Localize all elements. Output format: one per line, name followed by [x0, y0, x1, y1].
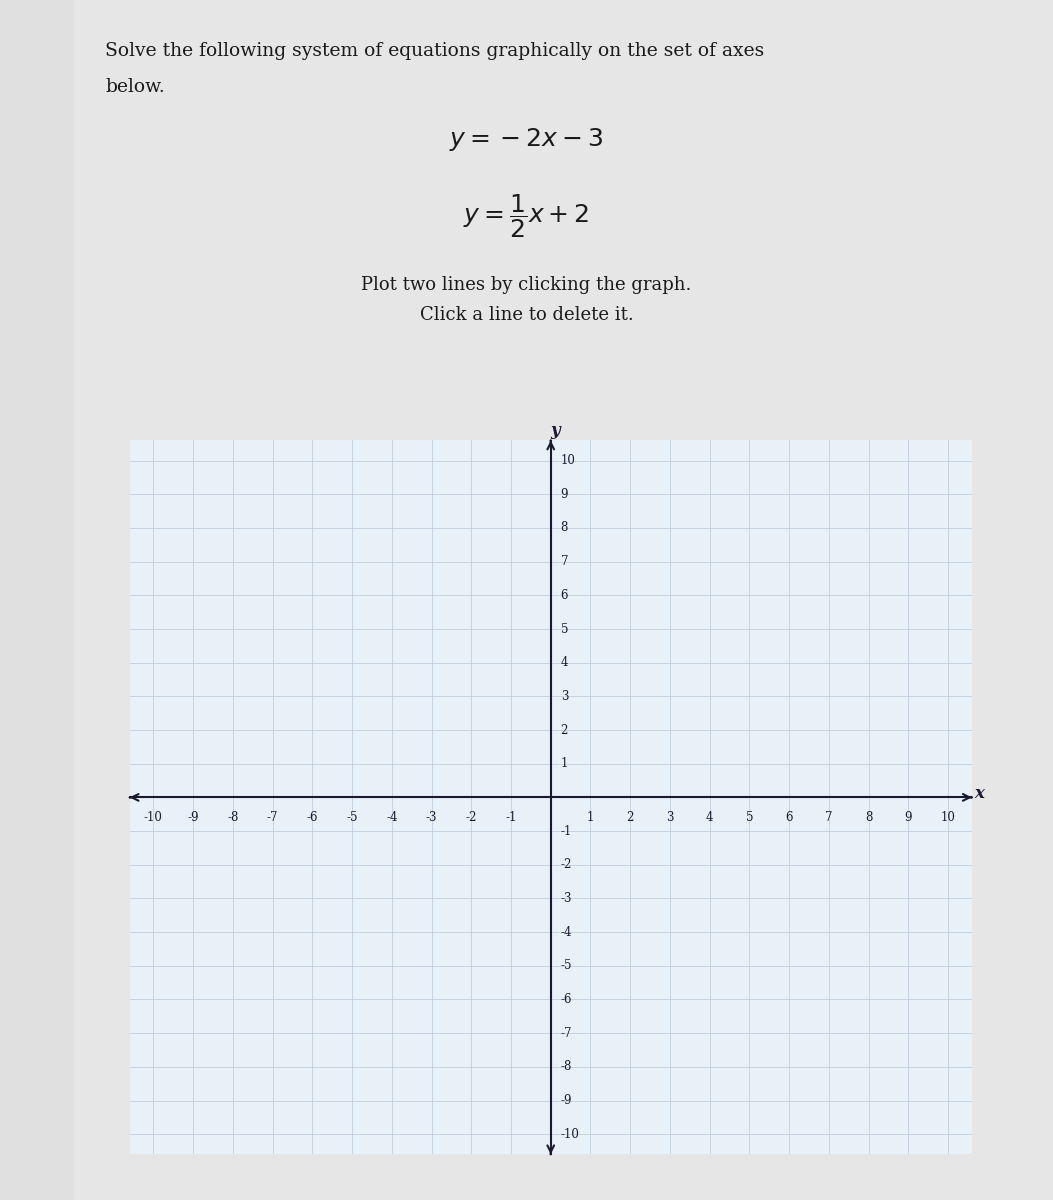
Text: 3: 3 [667, 811, 674, 824]
Text: 10: 10 [560, 454, 576, 467]
Text: 2: 2 [627, 811, 634, 824]
Text: 7: 7 [560, 556, 569, 568]
Text: $y = -2x - 3$: $y = -2x - 3$ [450, 126, 603, 152]
Text: -9: -9 [187, 811, 199, 824]
Text: 10: 10 [940, 811, 955, 824]
Text: 5: 5 [746, 811, 753, 824]
Text: -7: -7 [560, 1027, 572, 1039]
Text: Click a line to delete it.: Click a line to delete it. [420, 306, 633, 324]
Text: 6: 6 [560, 589, 569, 602]
Text: -5: -5 [560, 959, 572, 972]
Text: 2: 2 [560, 724, 568, 737]
Text: -8: -8 [560, 1061, 572, 1073]
Text: 7: 7 [826, 811, 833, 824]
Text: below.: below. [105, 78, 165, 96]
Text: -1: -1 [560, 824, 572, 838]
Text: 8: 8 [560, 522, 568, 534]
Text: Solve the following system of equations graphically on the set of axes: Solve the following system of equations … [105, 42, 764, 60]
Text: 9: 9 [560, 487, 569, 500]
Text: -6: -6 [306, 811, 318, 824]
Text: -4: -4 [560, 925, 572, 938]
Text: 1: 1 [587, 811, 594, 824]
Text: 4: 4 [560, 656, 569, 670]
Text: -5: -5 [346, 811, 358, 824]
Text: x: x [974, 785, 984, 802]
Text: 6: 6 [786, 811, 793, 824]
Text: -10: -10 [144, 811, 163, 824]
Text: -9: -9 [560, 1094, 572, 1108]
Text: 3: 3 [560, 690, 569, 703]
Text: 1: 1 [560, 757, 568, 770]
Text: -6: -6 [560, 992, 572, 1006]
Text: $y = \dfrac{1}{2}x + 2$: $y = \dfrac{1}{2}x + 2$ [463, 192, 590, 240]
Text: -8: -8 [227, 811, 239, 824]
Text: y: y [551, 421, 560, 439]
Text: -1: -1 [505, 811, 517, 824]
Text: 4: 4 [706, 811, 714, 824]
Text: -2: -2 [560, 858, 572, 871]
Text: 5: 5 [560, 623, 569, 636]
Text: -2: -2 [465, 811, 477, 824]
Text: -4: -4 [386, 811, 398, 824]
Text: Plot two lines by clicking the graph.: Plot two lines by clicking the graph. [361, 276, 692, 294]
Text: 8: 8 [865, 811, 872, 824]
Text: 9: 9 [905, 811, 912, 824]
Text: -10: -10 [560, 1128, 579, 1141]
Text: -3: -3 [560, 892, 572, 905]
Text: -3: -3 [425, 811, 437, 824]
Text: -7: -7 [266, 811, 278, 824]
